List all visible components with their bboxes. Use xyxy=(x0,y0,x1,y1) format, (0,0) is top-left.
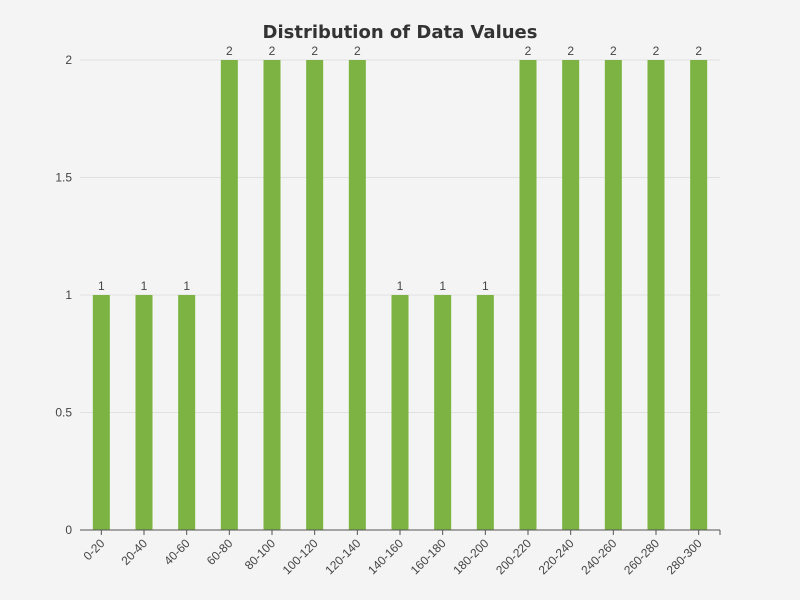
y-tick-label: 0 xyxy=(65,523,72,537)
x-tick-label: 40-60 xyxy=(161,536,193,568)
data-label: 2 xyxy=(695,44,702,58)
data-label: 1 xyxy=(397,279,404,293)
data-label: 2 xyxy=(610,44,617,58)
bar xyxy=(434,295,452,530)
x-tick-label: 260-280 xyxy=(621,536,662,577)
x-tick-label: 80-100 xyxy=(242,536,279,573)
bar xyxy=(348,60,366,530)
data-label: 2 xyxy=(354,44,361,58)
x-tick-label: 0-20 xyxy=(81,536,108,563)
data-label: 1 xyxy=(98,279,105,293)
x-tick-label: 240-260 xyxy=(578,536,619,577)
bar xyxy=(220,60,238,530)
x-tick-label: 140-160 xyxy=(365,536,406,577)
data-label: 2 xyxy=(311,44,318,58)
y-tick-label: 2 xyxy=(65,53,72,67)
bar xyxy=(690,60,708,530)
bar xyxy=(604,60,622,530)
data-labels: 1 1 1 2 2 2 2 1 1 1 2 2 2 2 2 xyxy=(98,44,702,293)
chart-title: Distribution of Data Values xyxy=(263,22,538,43)
data-label: 1 xyxy=(439,279,446,293)
data-label: 1 xyxy=(482,279,489,293)
bar xyxy=(647,60,665,530)
x-tick-label: 160-180 xyxy=(408,536,449,577)
x-tick-label: 100-120 xyxy=(280,536,321,577)
x-tick-label: 20-40 xyxy=(119,536,151,568)
y-tick-label: 1.5 xyxy=(55,171,72,185)
x-tick-label: 220-240 xyxy=(536,536,577,577)
y-axis-ticks: 0 0.5 1 1.5 2 xyxy=(55,53,72,537)
x-tick-label: 200-220 xyxy=(493,536,534,577)
x-tick-label: 180-200 xyxy=(450,536,491,577)
bar xyxy=(476,295,494,530)
data-label: 1 xyxy=(183,279,190,293)
x-tick-label: 280-300 xyxy=(664,536,705,577)
bar xyxy=(92,295,110,530)
bars xyxy=(92,60,708,530)
data-label: 1 xyxy=(141,279,148,293)
x-tick-label: 60-80 xyxy=(204,536,236,568)
bar xyxy=(391,295,409,530)
data-label: 2 xyxy=(653,44,660,58)
bar xyxy=(263,60,281,530)
bar xyxy=(562,60,580,530)
data-label: 2 xyxy=(567,44,574,58)
y-tick-label: 1 xyxy=(65,288,72,302)
data-label: 2 xyxy=(226,44,233,58)
bar xyxy=(135,295,153,530)
data-label: 2 xyxy=(525,44,532,58)
x-axis-ticks: 0-20 20-40 40-60 60-80 80-100 100-120 120-140 1… xyxy=(81,530,721,577)
bar xyxy=(306,60,324,530)
data-label: 2 xyxy=(269,44,276,58)
x-tick-label: 120-140 xyxy=(322,536,363,577)
bar xyxy=(519,60,537,530)
y-tick-label: 0.5 xyxy=(55,406,72,420)
bar xyxy=(178,295,196,530)
